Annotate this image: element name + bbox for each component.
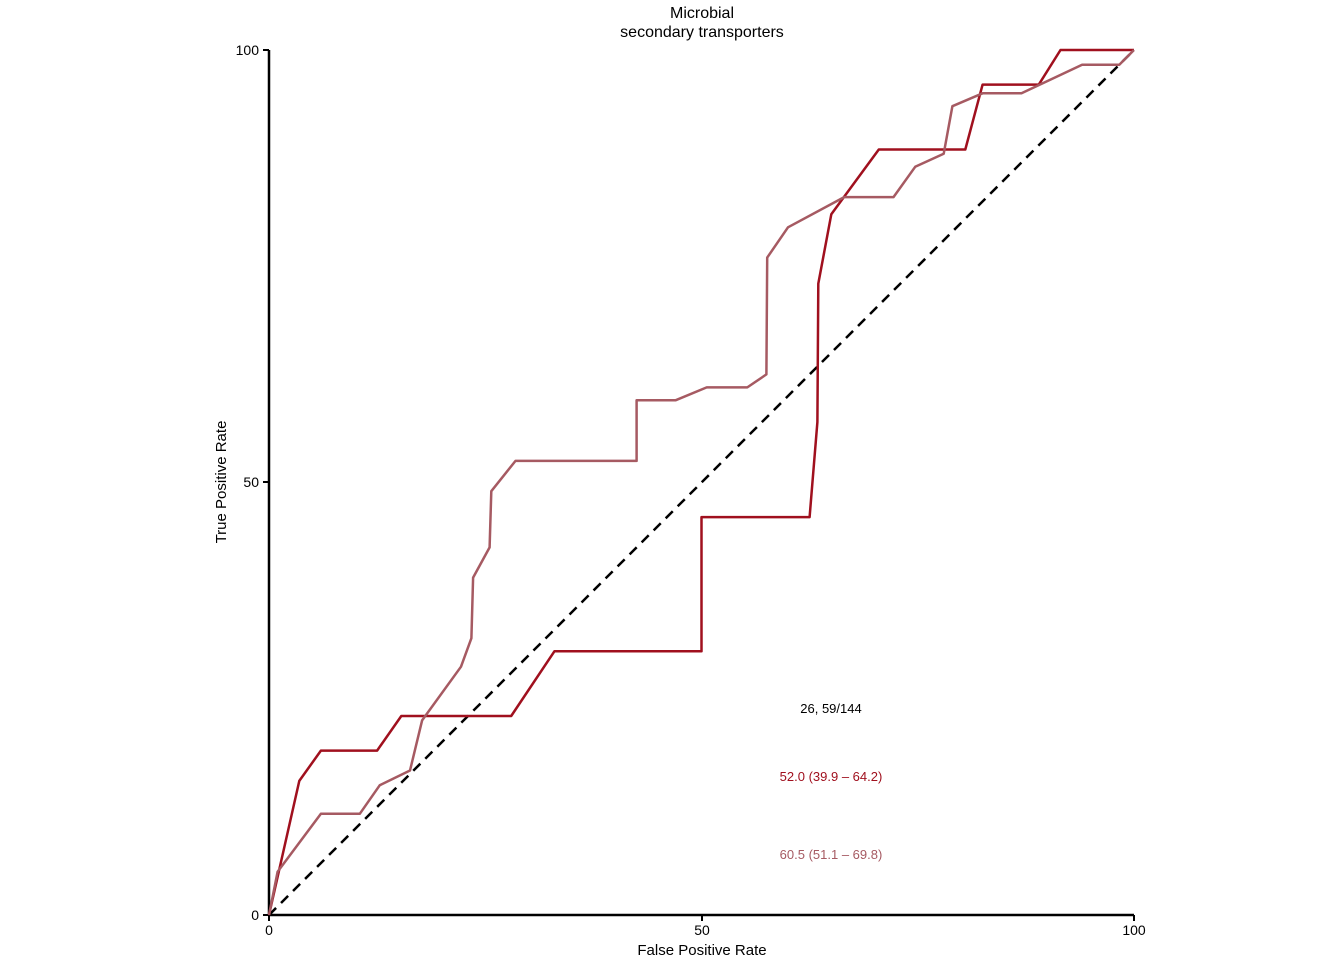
x-tick-label-100: 100 (1122, 922, 1146, 938)
chart-title-line1: Microbial (670, 5, 734, 22)
plot-area (267, 48, 1135, 916)
x-axis-label: False Positive Rate (637, 942, 766, 959)
y-tick-label-0: 0 (251, 907, 259, 923)
y-axis-label: True Positive Rate (213, 421, 230, 544)
annotation-auc-series-2: 60.5 (51.1 – 69.8) (780, 847, 883, 862)
roc-series-line-2 (267, 49, 1135, 916)
y-tick-label-100: 100 (236, 42, 260, 58)
x-tick-label-50: 50 (694, 922, 710, 938)
roc-series-line-1 (267, 48, 1134, 916)
annotation-counts: 26, 59/144 (800, 701, 861, 716)
chart-title-line2: secondary transporters (620, 24, 784, 41)
diagonal-reference-line (268, 49, 1135, 916)
y-tick-label-50: 50 (243, 474, 259, 490)
annotation-auc-series-1: 52.0 (39.9 – 64.2) (780, 769, 883, 784)
axes: 0 50 100 0 50 100 False Positive Rate Tr… (213, 42, 1146, 959)
x-tick-label-0: 0 (265, 922, 273, 938)
